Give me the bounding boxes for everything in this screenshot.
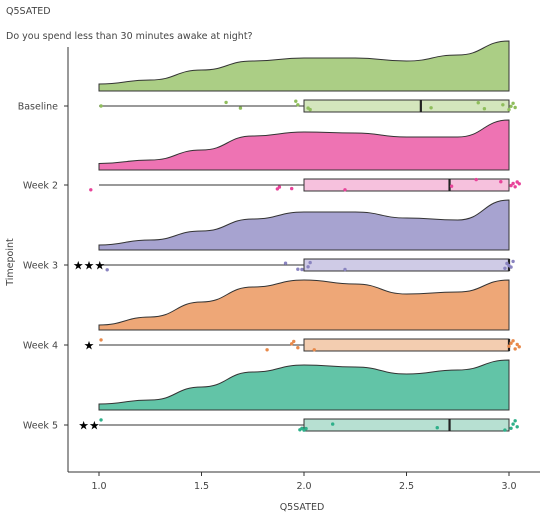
data-point-3-9	[513, 347, 517, 351]
data-point-1-6	[474, 177, 478, 182]
data-point-3-11	[517, 345, 521, 349]
density-cloud-0	[98, 40, 510, 92]
data-point-3-2	[290, 342, 294, 346]
data-point-0-8	[476, 101, 480, 105]
data-point-0-0	[99, 104, 103, 108]
data-point-1-2	[277, 185, 282, 189]
significance-marker-2: ★★★	[73, 259, 105, 273]
data-point-2-8	[505, 261, 509, 266]
data-point-1-7	[499, 180, 503, 184]
x-tick-label-2: 2.0	[296, 481, 311, 492]
data-point-0-4	[296, 103, 300, 107]
figure-subtitle: Do you spend less than 30 minutes awake …	[6, 31, 253, 42]
data-point-1-9	[511, 181, 515, 186]
data-point-4-6	[435, 426, 439, 430]
density-cloud-1	[98, 119, 510, 171]
x-tick-label-1: 1.5	[194, 481, 209, 492]
data-point-3-5	[312, 348, 316, 352]
data-point-2-5	[308, 260, 312, 265]
data-point-3-0	[99, 338, 103, 342]
data-point-1-8	[509, 183, 513, 188]
data-point-3-8	[511, 339, 515, 343]
data-point-2-11	[511, 259, 515, 264]
density-cloud-2	[98, 199, 510, 251]
box-3	[303, 338, 510, 352]
data-point-4-11	[515, 425, 519, 429]
data-point-4-10	[513, 419, 517, 423]
data-point-0-12	[509, 104, 513, 109]
data-point-2-6	[343, 267, 347, 272]
box-1	[303, 178, 510, 192]
box-2	[303, 258, 510, 272]
x-tick-label-0: 1.0	[91, 481, 106, 492]
data-point-1-5	[449, 184, 454, 188]
y-tick-label-1: Week 2	[23, 181, 58, 192]
data-point-3-10	[515, 342, 519, 347]
box-0	[303, 99, 510, 113]
y-tick-label-4: Week 5	[23, 421, 58, 432]
data-point-0-7	[429, 106, 433, 110]
data-point-0-9	[482, 107, 487, 111]
x-tick-label-4: 3.0	[501, 481, 516, 492]
density-cloud-3	[98, 279, 510, 331]
data-point-3-6	[507, 344, 511, 348]
data-point-4-4	[304, 426, 308, 431]
significance-marker-3: ★	[84, 339, 95, 353]
data-point-2-2	[296, 267, 300, 271]
data-point-2-4	[306, 265, 310, 269]
data-point-4-0	[99, 418, 103, 422]
data-point-1-3	[290, 186, 294, 191]
data-point-2-7	[503, 266, 507, 270]
y-axis-title: Timepoint	[5, 238, 16, 287]
data-point-0-1	[224, 100, 228, 105]
box-4	[303, 418, 510, 432]
data-point-0-13	[511, 101, 515, 106]
data-point-4-7	[503, 428, 507, 432]
data-point-0-14	[513, 105, 517, 110]
data-point-0-10	[501, 103, 505, 107]
data-point-4-8	[509, 426, 513, 430]
figure-title: Q5SATED	[6, 6, 51, 17]
x-axis-title: Q5SATED	[280, 502, 325, 513]
data-point-2-3	[300, 267, 304, 272]
data-point-0-2	[238, 106, 243, 110]
data-point-1-0	[89, 188, 93, 192]
y-tick-label-0: Baseline	[18, 102, 58, 113]
data-point-4-5	[331, 422, 335, 426]
significance-marker-4: ★★	[78, 419, 100, 433]
data-point-2-1	[283, 261, 288, 265]
data-point-0-3	[294, 99, 298, 103]
data-point-1-12	[517, 182, 521, 186]
data-point-4-9	[511, 422, 515, 426]
data-point-1-4	[343, 188, 347, 192]
data-point-0-11	[507, 107, 511, 112]
density-cloud-4	[98, 359, 510, 411]
data-point-2-0	[105, 268, 109, 272]
data-point-3-1	[265, 348, 269, 352]
data-point-0-6	[308, 107, 312, 112]
data-point-3-3	[292, 339, 296, 344]
data-point-3-4	[296, 346, 300, 350]
y-tick-label-3: Week 4	[23, 341, 58, 352]
x-tick-label-3: 2.5	[399, 481, 414, 492]
y-tick-label-2: Week 3	[23, 261, 58, 272]
data-point-2-10	[509, 265, 513, 269]
data-point-3-7	[509, 341, 513, 345]
data-point-1-10	[513, 185, 517, 189]
